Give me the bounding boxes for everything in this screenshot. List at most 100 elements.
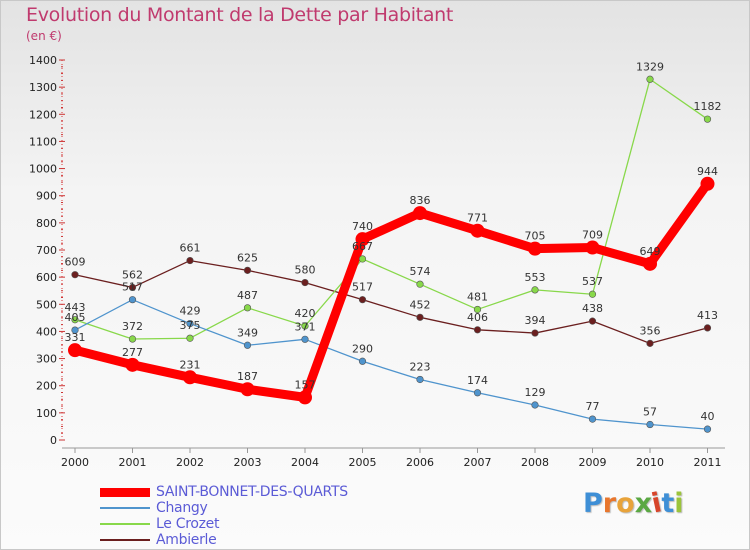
legend-label: SAINT-BONNET-DES-QUARTS bbox=[156, 484, 348, 500]
data-label-1-5: 290 bbox=[352, 342, 373, 355]
series-line-2 bbox=[74, 78, 709, 340]
data-point-0-3 bbox=[240, 382, 255, 397]
y-tick-label: 1300 bbox=[29, 81, 57, 94]
y-tick-label: 600 bbox=[36, 271, 57, 284]
data-point-1-7 bbox=[473, 389, 482, 397]
data-point-0-6 bbox=[413, 206, 427, 221]
data-label-0-7: 771 bbox=[467, 212, 488, 225]
data-point-1-3 bbox=[243, 341, 252, 349]
data-label-2-8: 553 bbox=[525, 271, 546, 284]
data-point-3-1 bbox=[128, 283, 137, 292]
legend-swatch bbox=[100, 487, 150, 497]
data-label-1-11: 40 bbox=[701, 410, 715, 423]
data-point-3-10 bbox=[646, 339, 654, 347]
x-tick-label: 2000 bbox=[61, 456, 89, 469]
x-tick-label: 2005 bbox=[349, 456, 377, 469]
data-label-3-3: 625 bbox=[237, 251, 258, 264]
data-point-0-4 bbox=[298, 390, 312, 405]
legend-label: Le Crozet bbox=[156, 516, 220, 532]
x-tick-label: 2002 bbox=[176, 456, 204, 469]
data-point-0-7 bbox=[470, 223, 485, 238]
data-point-1-2 bbox=[186, 319, 194, 328]
data-label-3-8: 394 bbox=[525, 314, 546, 327]
data-point-3-11 bbox=[703, 324, 712, 332]
data-label-1-7: 174 bbox=[467, 374, 488, 387]
data-label-3-2: 661 bbox=[180, 242, 201, 255]
data-point-2-7 bbox=[473, 305, 482, 314]
data-label-3-9: 438 bbox=[582, 302, 603, 315]
y-tick-label: 900 bbox=[36, 190, 57, 203]
data-point-2-10 bbox=[646, 75, 654, 83]
data-label-0-6: 836 bbox=[410, 194, 431, 207]
data-label-0-1: 277 bbox=[122, 346, 143, 359]
data-label-2-2: 375 bbox=[180, 319, 201, 332]
data-point-2-5 bbox=[358, 255, 367, 263]
legend-swatch bbox=[100, 507, 150, 509]
data-label-2-10: 1329 bbox=[636, 60, 664, 73]
data-point-3-0 bbox=[71, 271, 79, 279]
data-label-0-11: 944 bbox=[697, 165, 718, 178]
x-tick-label: 2011 bbox=[694, 456, 722, 469]
data-point-1-9 bbox=[588, 415, 597, 423]
legend-swatch bbox=[100, 539, 150, 541]
data-point-3-8 bbox=[531, 329, 539, 337]
data-label-2-5: 667 bbox=[352, 240, 373, 253]
data-point-1-0 bbox=[71, 326, 79, 334]
data-point-3-5 bbox=[358, 296, 367, 304]
data-point-2-0 bbox=[71, 316, 79, 324]
data-label-3-11: 413 bbox=[697, 309, 718, 322]
data-label-2-11: 1182 bbox=[694, 100, 722, 113]
legend-label: Ambierle bbox=[156, 532, 217, 548]
series-points bbox=[68, 75, 715, 433]
data-point-0-0 bbox=[68, 343, 82, 358]
data-point-0-2 bbox=[183, 370, 197, 385]
data-label-0-9: 709 bbox=[582, 229, 603, 242]
data-point-2-6 bbox=[416, 280, 424, 288]
y-tick-label: 300 bbox=[36, 353, 57, 366]
data-label-2-3: 487 bbox=[237, 289, 258, 302]
x-tick-label: 2008 bbox=[521, 456, 549, 469]
data-point-3-9 bbox=[588, 317, 597, 325]
data-point-1-10 bbox=[646, 420, 654, 429]
data-point-3-2 bbox=[186, 256, 194, 265]
y-tick-label: 200 bbox=[36, 380, 57, 393]
data-label-1-10: 57 bbox=[643, 406, 657, 419]
data-label-1-1: 517 bbox=[122, 281, 143, 294]
y-tick-label: 1400 bbox=[29, 54, 57, 67]
data-point-3-4 bbox=[301, 278, 309, 287]
x-tick-label: 2006 bbox=[406, 456, 434, 469]
data-label-1-0: 405 bbox=[65, 311, 86, 324]
data-point-0-1 bbox=[125, 357, 140, 372]
data-label-3-7: 406 bbox=[467, 311, 488, 324]
chart-subtitle: (en €) bbox=[26, 29, 62, 43]
data-point-3-3 bbox=[243, 266, 252, 274]
data-point-2-3 bbox=[243, 304, 252, 312]
data-label-3-4: 580 bbox=[295, 264, 316, 277]
data-label-2-4: 420 bbox=[295, 307, 316, 320]
x-tick-label: 2007 bbox=[464, 456, 492, 469]
data-point-3-6 bbox=[416, 313, 424, 321]
data-label-1-4: 371 bbox=[295, 320, 316, 333]
data-label-0-4: 157 bbox=[295, 378, 316, 391]
data-point-1-11 bbox=[703, 425, 712, 433]
data-label-1-8: 129 bbox=[525, 386, 546, 399]
y-tick-label: 400 bbox=[36, 325, 57, 338]
data-point-2-11 bbox=[703, 115, 712, 123]
y-tick-label: 500 bbox=[36, 298, 57, 311]
x-tick-label: 2010 bbox=[636, 456, 664, 469]
x-tick-label: 2001 bbox=[119, 456, 147, 469]
data-label-3-5: 517 bbox=[352, 281, 373, 294]
data-point-2-4 bbox=[301, 322, 309, 330]
data-label-2-9: 537 bbox=[582, 275, 603, 288]
y-tick-label: 1200 bbox=[29, 108, 57, 121]
data-label-3-0: 609 bbox=[65, 256, 86, 269]
x-tick-label: 2003 bbox=[234, 456, 262, 469]
data-label-0-0: 331 bbox=[65, 331, 86, 344]
data-point-0-8 bbox=[528, 241, 542, 256]
data-point-0-10 bbox=[643, 256, 657, 271]
data-label-1-2: 429 bbox=[180, 305, 201, 318]
y-tick-label: 1000 bbox=[29, 163, 57, 176]
